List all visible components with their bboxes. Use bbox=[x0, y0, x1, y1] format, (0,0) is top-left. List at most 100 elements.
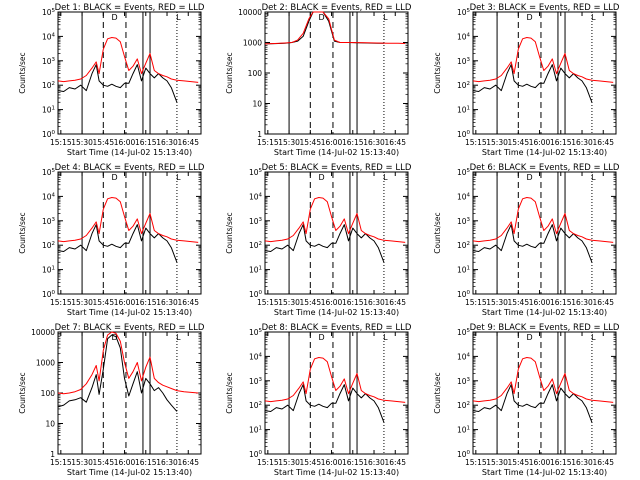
marker-annotation: D bbox=[527, 173, 533, 182]
x-tick-label: 15:45 bbox=[299, 138, 321, 147]
marker-annotation: L bbox=[176, 333, 181, 342]
lld-series-line bbox=[57, 331, 199, 395]
events-series-line bbox=[57, 64, 178, 103]
x-tick-label: 15:30 bbox=[486, 138, 508, 147]
marker-annotation: D bbox=[527, 13, 533, 22]
y-tick-label: 101 bbox=[457, 426, 470, 435]
x-tick-label: 15:30 bbox=[278, 458, 300, 467]
x-tick-label: 16:45 bbox=[177, 298, 199, 307]
x-axis-label: Start Time (14-Jul-02 15:13:40) bbox=[274, 468, 399, 477]
marker-annotation: D bbox=[112, 333, 118, 342]
y-tick-label: 103 bbox=[249, 217, 263, 226]
x-tick-label: 15:45 bbox=[299, 458, 321, 467]
plot-frame bbox=[57, 171, 202, 295]
events-series-line bbox=[57, 224, 178, 263]
y-axis-label: Counts/sec bbox=[433, 372, 442, 413]
y-tick-label: 102 bbox=[42, 241, 55, 250]
x-tick-label: 16:30 bbox=[363, 458, 385, 467]
plot-frame bbox=[57, 11, 202, 135]
panel-title: Det 7: BLACK = Events, RED = LLD bbox=[55, 323, 205, 333]
lld-series-line bbox=[57, 197, 199, 243]
x-tick-label: 15:30 bbox=[486, 298, 508, 307]
y-tick-label: 10 bbox=[45, 420, 55, 429]
x-tick-label: 16:30 bbox=[571, 138, 593, 147]
y-tick-label: 101 bbox=[457, 106, 470, 115]
panel-title: Det 3: BLACK = Events, RED = LLD bbox=[470, 3, 620, 13]
plot-frame bbox=[472, 171, 617, 295]
x-axis-label: Start Time (14-Jul-02 15:13:40) bbox=[67, 148, 192, 157]
y-tick-label: 105 bbox=[42, 8, 56, 17]
x-tick-label: 16:00 bbox=[321, 458, 343, 467]
lld-series-line bbox=[264, 357, 406, 403]
x-tick-label: 16:45 bbox=[384, 298, 406, 307]
marker-annotation: L bbox=[591, 333, 596, 342]
x-tick-label: 16:00 bbox=[529, 138, 551, 147]
x-tick-label: 15:30 bbox=[71, 138, 93, 147]
events-series-line bbox=[264, 384, 385, 423]
panel-title: Det 1: BLACK = Events, RED = LLD bbox=[55, 3, 205, 13]
y-tick-label: 100 bbox=[457, 130, 471, 139]
y-tick-label: 105 bbox=[457, 168, 471, 177]
y-tick-label: 100 bbox=[457, 450, 471, 459]
x-tick-label: 15:45 bbox=[92, 458, 114, 467]
y-axis-label: Counts/sec bbox=[18, 372, 27, 413]
x-tick-label: 16:15 bbox=[342, 138, 364, 147]
x-tick-label: 16:15 bbox=[550, 458, 572, 467]
y-axis-label: Counts/sec bbox=[433, 52, 442, 93]
x-tick-label: 16:00 bbox=[321, 138, 343, 147]
x-tick-label: 16:30 bbox=[363, 138, 385, 147]
panel-title: Det 9: BLACK = Events, RED = LLD bbox=[470, 323, 620, 333]
x-tick-label: 15:15 bbox=[257, 298, 279, 307]
x-tick-label: 16:00 bbox=[529, 298, 551, 307]
x-tick-label: 16:00 bbox=[529, 458, 551, 467]
marker-annotation: D bbox=[112, 173, 118, 182]
x-tick-label: 16:45 bbox=[384, 458, 406, 467]
marker-annotation: L bbox=[591, 173, 596, 182]
events-series-line bbox=[57, 334, 178, 412]
y-tick-label: 105 bbox=[457, 328, 471, 337]
x-tick-label: 15:45 bbox=[507, 138, 529, 147]
marker-annotation: D bbox=[319, 13, 325, 22]
x-tick-label: 15:15 bbox=[257, 138, 279, 147]
panel-title: Det 6: BLACK = Events, RED = LLD bbox=[470, 163, 620, 173]
marker-annotation: D bbox=[112, 13, 118, 22]
y-tick-label: 105 bbox=[249, 328, 263, 337]
y-tick-label: 103 bbox=[42, 57, 56, 66]
x-tick-label: 15:15 bbox=[465, 458, 487, 467]
y-tick-label: 102 bbox=[457, 241, 470, 250]
x-axis-label: Start Time (14-Jul-02 15:13:40) bbox=[67, 308, 192, 317]
y-tick-label: 1000 bbox=[36, 359, 55, 368]
y-tick-label: 102 bbox=[457, 81, 470, 90]
x-axis-label: Start Time (14-Jul-02 15:13:40) bbox=[482, 308, 607, 317]
lld-series-line bbox=[57, 37, 199, 83]
x-tick-label: 16:15 bbox=[342, 458, 364, 467]
x-tick-label: 15:45 bbox=[507, 458, 529, 467]
y-tick-label: 104 bbox=[42, 192, 56, 201]
y-tick-label: 104 bbox=[457, 32, 471, 41]
lld-series-line bbox=[472, 197, 614, 243]
x-tick-label: 15:45 bbox=[299, 298, 321, 307]
y-tick-label: 102 bbox=[457, 401, 470, 410]
x-tick-label: 16:45 bbox=[592, 298, 614, 307]
events-series-line bbox=[472, 384, 593, 423]
y-tick-label: 103 bbox=[457, 377, 471, 386]
panel-title: Det 2: BLACK = Events, RED = LLD bbox=[262, 3, 412, 13]
x-tick-label: 15:45 bbox=[92, 138, 114, 147]
y-tick-label: 104 bbox=[457, 352, 471, 361]
x-tick-label: 15:30 bbox=[71, 298, 93, 307]
y-axis-label: Counts/sec bbox=[225, 212, 234, 253]
y-tick-label: 105 bbox=[42, 168, 56, 177]
marker-annotation: L bbox=[383, 13, 388, 22]
x-tick-label: 16:00 bbox=[114, 138, 136, 147]
y-axis-label: Counts/sec bbox=[433, 212, 442, 253]
marker-annotation: L bbox=[383, 333, 388, 342]
plot-frame bbox=[264, 11, 409, 135]
x-tick-label: 16:15 bbox=[135, 298, 157, 307]
marker-annotation: D bbox=[319, 173, 325, 182]
x-tick-label: 15:30 bbox=[486, 458, 508, 467]
